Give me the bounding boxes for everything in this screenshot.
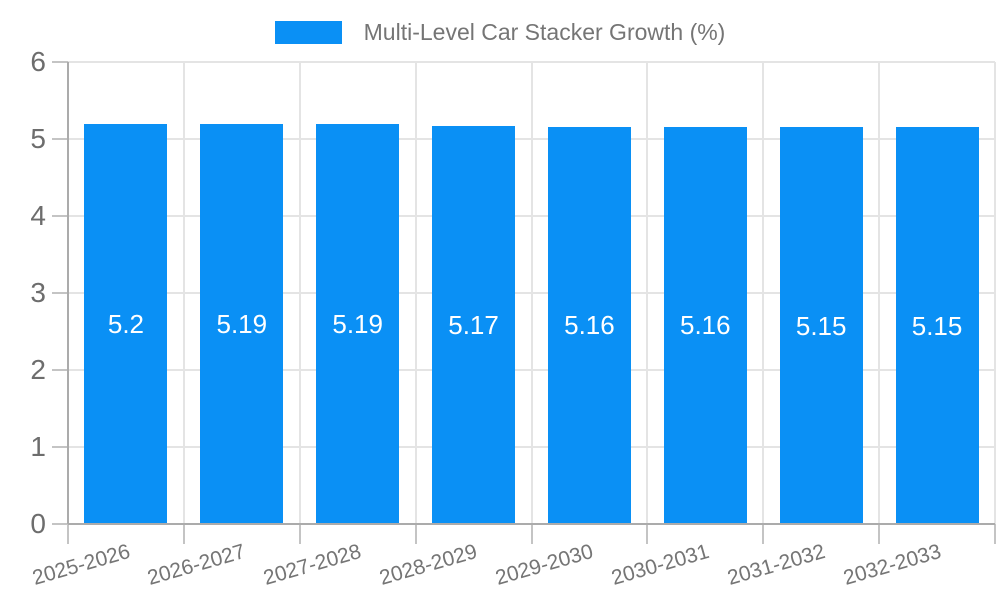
bar: 5.15 xyxy=(779,127,863,524)
bar-value-label: 5.17 xyxy=(448,309,499,340)
bar: 5.19 xyxy=(316,124,400,524)
v-gridline xyxy=(298,62,301,524)
x-tick-mark xyxy=(762,524,765,544)
y-tick-label: 1 xyxy=(30,431,46,462)
x-axis-line xyxy=(68,523,995,525)
x-tick-label: 2028-2029 xyxy=(377,540,480,590)
legend-swatch xyxy=(274,20,342,44)
x-tick-mark xyxy=(182,524,185,544)
bar: 5.19 xyxy=(200,124,284,524)
v-gridline xyxy=(530,62,533,524)
y-tick-mark xyxy=(52,369,68,371)
bar-value-label: 5.2 xyxy=(107,308,145,339)
bar-value-label: 5.16 xyxy=(680,310,731,341)
x-tick-label: 2029-2030 xyxy=(492,540,596,590)
y-tick-mark xyxy=(52,446,68,448)
bar-value-label: 5.19 xyxy=(216,309,268,340)
y-tick-mark xyxy=(52,523,68,525)
y-axis-line xyxy=(67,62,69,524)
bar: 5.16 xyxy=(663,126,747,524)
y-tick-label: 0 xyxy=(30,508,46,539)
v-gridline xyxy=(414,62,417,524)
x-tick-mark xyxy=(646,524,649,544)
v-gridline xyxy=(994,62,996,524)
x-tick-mark xyxy=(298,524,301,544)
bar: 5.15 xyxy=(895,127,979,524)
x-tick-mark xyxy=(67,524,69,544)
x-tick-mark xyxy=(994,524,996,544)
v-gridline xyxy=(878,62,881,524)
y-tick-label: 4 xyxy=(30,200,46,231)
x-tick-label: 2025-2026 xyxy=(29,540,133,590)
x-tick-label: 2026-2027 xyxy=(145,540,249,590)
x-tick-mark xyxy=(878,524,881,544)
y-tick-label: 2 xyxy=(30,354,46,385)
x-tick-label: 2031-2032 xyxy=(724,540,828,590)
bar-value-label: 5.19 xyxy=(332,309,383,340)
bar-value-label: 5.15 xyxy=(911,310,963,341)
x-tick-label: 2027-2028 xyxy=(261,540,365,590)
x-tick-label: 2030-2031 xyxy=(608,540,712,590)
y-tick-mark xyxy=(52,61,68,63)
y-tick-label: 3 xyxy=(30,277,46,308)
bar: 5.17 xyxy=(432,125,516,524)
v-gridline xyxy=(182,62,185,524)
bar-value-label: 5.16 xyxy=(564,310,615,341)
x-tick-label: 2032-2033 xyxy=(840,540,944,590)
chart-legend: Multi-Level Car Stacker Growth (%) xyxy=(0,19,1000,45)
y-tick-mark xyxy=(52,292,68,294)
v-gridline xyxy=(762,62,765,524)
y-tick-mark xyxy=(52,138,68,140)
bar: 5.2 xyxy=(84,123,168,524)
bar: 5.16 xyxy=(547,126,631,524)
legend-label: Multi-Level Car Stacker Growth (%) xyxy=(363,19,726,45)
y-tick-mark xyxy=(52,215,68,217)
x-tick-mark xyxy=(414,524,417,544)
y-tick-label: 6 xyxy=(30,46,46,77)
bar-value-label: 5.15 xyxy=(795,310,847,341)
x-tick-mark xyxy=(530,524,533,544)
y-tick-label: 5 xyxy=(30,123,46,154)
v-gridline xyxy=(646,62,649,524)
